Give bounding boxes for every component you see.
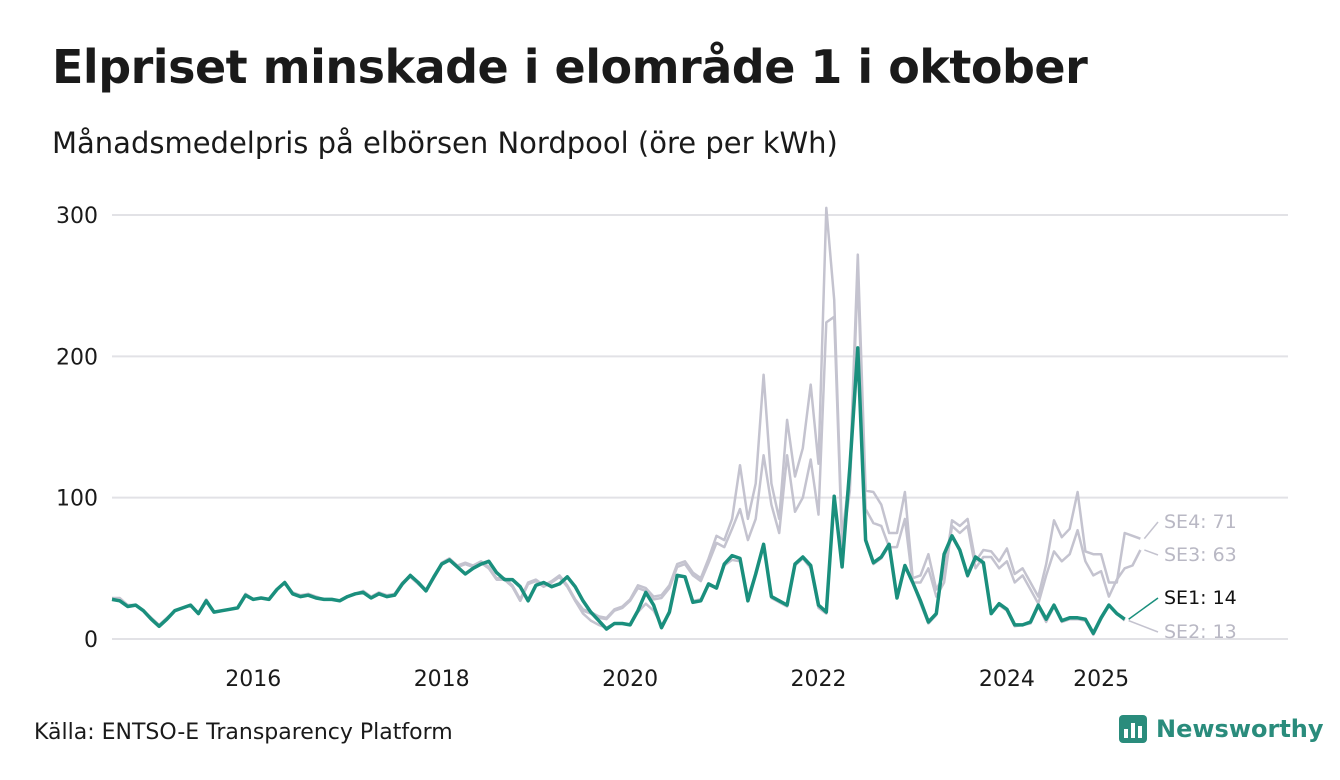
- newsworthy-logo[interactable]: Newsworthy: [1118, 714, 1324, 744]
- source-note: Källa: ENTSO-E Transparency Platform: [34, 720, 453, 745]
- series-line-se4: [112, 206, 1141, 627]
- bar-chart-icon: [1119, 715, 1147, 743]
- x-tick-label: 2022: [791, 667, 847, 692]
- y-axis: 0 100 200 300: [56, 204, 98, 653]
- label-connector-se3: [1144, 549, 1159, 556]
- series-label-se4: SE4: 71: [1164, 511, 1237, 533]
- chart-subtitle: Månadsmedelpris på elbörsen Nordpool (ör…: [52, 126, 838, 160]
- series-label-se3: SE3: 63: [1164, 544, 1237, 566]
- series-line-se1: [111, 346, 1126, 636]
- chart-title: Elpriset minskade i elområde 1 i oktober: [52, 40, 1088, 94]
- x-tick-label: 2018: [414, 667, 470, 692]
- grid-lines: [112, 214, 1288, 640]
- series-line-se2: [112, 348, 1126, 637]
- x-tick-label: 2024: [979, 667, 1035, 692]
- series-lines: [111, 206, 1142, 637]
- logo-text: Newsworthy: [1156, 715, 1324, 743]
- label-connector-se4: [1143, 521, 1159, 540]
- x-tick-label: 2016: [225, 667, 281, 692]
- y-tick-label: 100: [56, 487, 98, 512]
- label-connector-se1: [1128, 597, 1159, 620]
- label-connector-se2: [1128, 619, 1159, 633]
- series-label-se2: SE2: 13: [1164, 621, 1237, 643]
- series-end-labels: SE4: 71 SE3: 63 SE2: 13 SE1: 14: [1128, 511, 1237, 643]
- y-tick-label: 300: [56, 204, 98, 229]
- x-axis: 2016 2018 2020 2022 2024 2025: [225, 667, 1129, 692]
- y-tick-label: 200: [56, 345, 98, 370]
- line-chart: 0 100 200 300 2016 2018 2020 2022 2024 2025 SE4:…: [56, 204, 1288, 692]
- x-tick-label: 2025: [1073, 667, 1129, 692]
- series-label-se1: SE1: 14: [1164, 587, 1237, 609]
- x-tick-label: 2020: [602, 667, 658, 692]
- y-tick-label: 0: [84, 628, 98, 653]
